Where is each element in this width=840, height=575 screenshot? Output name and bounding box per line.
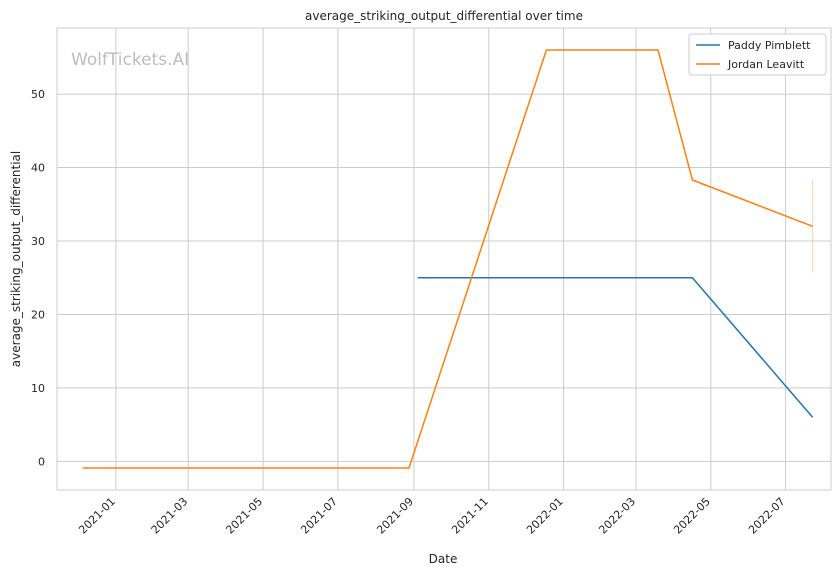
series-line-paddy-pimblett — [417, 276, 814, 418]
y-tick-label: 30 — [31, 235, 45, 248]
x-tick-label: 2021-05 — [223, 495, 265, 537]
grid — [57, 28, 831, 490]
x-tick-label: 2021-11 — [449, 495, 491, 537]
y-axis-title: average_striking_output_differential — [9, 151, 23, 367]
y-tick-label: 40 — [31, 162, 45, 175]
watermark: WolfTickets.AI — [71, 50, 189, 70]
series-line-jordan-leavitt — [82, 49, 813, 469]
y-tick-label: 0 — [38, 455, 45, 468]
x-tick-label: 2021-09 — [374, 495, 416, 537]
plot-background — [57, 28, 831, 490]
x-tick-label: 2022-01 — [524, 495, 566, 537]
y-tick-label: 10 — [31, 382, 45, 395]
x-tick-label: 2022-05 — [671, 495, 713, 537]
x-axis-title: Date — [429, 552, 458, 566]
legend-label-paddy-pimblett: Paddy Pimblett — [728, 39, 811, 52]
y-tick-label: 50 — [31, 88, 45, 101]
chart-title: average_striking_output_differential ove… — [305, 9, 583, 23]
legend-label-jordan-leavitt: Jordan Leavitt — [727, 58, 805, 71]
x-tick-label: 2021-03 — [149, 495, 191, 537]
x-tick-label: 2022-07 — [746, 495, 788, 537]
x-tick-label: 2021-01 — [76, 495, 118, 537]
x-tick-label: 2021-07 — [298, 495, 340, 537]
y-axis: 0 10 20 30 40 50 — [31, 88, 45, 468]
legend: Paddy Pimblett Jordan Leavitt — [688, 33, 827, 76]
x-tick-label: 2022-03 — [596, 495, 638, 537]
x-axis: 2021-01 2021-03 2021-05 2021-07 2021-09 2021-… — [76, 495, 787, 537]
y-tick-label: 20 — [31, 308, 45, 321]
plot-frame — [56, 27, 832, 491]
legend-box — [688, 33, 827, 76]
series-layer — [82, 49, 814, 469]
